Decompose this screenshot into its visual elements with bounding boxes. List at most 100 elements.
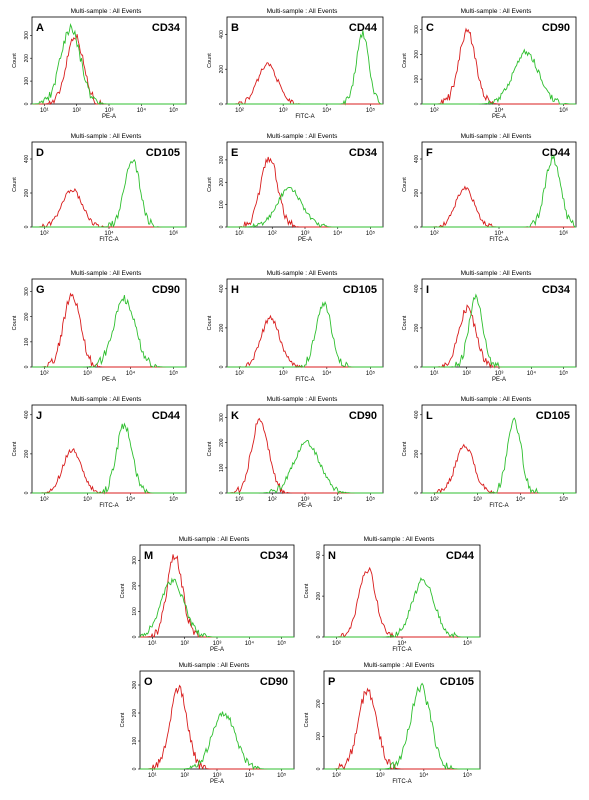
histogram-panel-c: Multi-sample : All Events C CD90 Count 0 100 2… xyxy=(402,8,577,120)
panel-letter: O xyxy=(144,676,153,688)
y-tick-label: 200 xyxy=(414,189,420,198)
x-tick-label: 10⁴ xyxy=(137,107,147,114)
x-tick-label: 10⁵ xyxy=(366,496,376,503)
marker-histogram xyxy=(422,154,576,228)
marker-label: CD34 xyxy=(152,22,181,34)
panel-subtitle: Multi-sample : All Events xyxy=(364,536,436,543)
y-tick-label: 300 xyxy=(132,681,138,690)
marker-label: CD44 xyxy=(542,147,571,159)
x-tick-label: 10¹ xyxy=(148,773,157,779)
x-tick-label: 10⁴ xyxy=(333,496,343,503)
histogram-panel-h: Multi-sample : All Events H CD105 Count 0 200… xyxy=(207,270,384,383)
y-axis-label: Count xyxy=(207,53,213,68)
x-tick-label: 10⁶ xyxy=(559,230,569,237)
panel-letter: B xyxy=(231,22,239,34)
x-tick-label: 10² xyxy=(40,497,49,503)
isotype-control-histogram xyxy=(324,687,480,771)
x-tick-label: 10⁵ xyxy=(559,496,569,503)
y-axis-label: Count xyxy=(12,53,18,68)
y-tick-label: 0 xyxy=(219,225,225,228)
y-tick-label: 0 xyxy=(132,635,138,638)
panel-subtitle: Multi-sample : All Events xyxy=(461,8,533,15)
panel-letter: A xyxy=(36,22,44,34)
y-tick-label: 0 xyxy=(219,102,225,105)
marker-label: CD44 xyxy=(152,410,181,422)
histogram-panel-p: Multi-sample : All Events P CD105 Count 0 100… xyxy=(304,662,481,785)
histogram-panel-b: Multi-sample : All Events B CD44 Count 0 200 4… xyxy=(207,8,384,120)
x-tick-label: 10⁴ xyxy=(527,370,537,377)
x-tick-label: 10⁵ xyxy=(169,496,179,503)
panel-letter: I xyxy=(426,284,429,296)
marker-histogram xyxy=(422,48,576,105)
y-tick-label: 200 xyxy=(219,323,225,332)
x-tick-label: 10² xyxy=(430,497,439,503)
x-tick-label: 10² xyxy=(72,108,81,114)
histogram-panel-m: Multi-sample : All Events M CD34 Count 0 100 2… xyxy=(120,536,295,653)
y-axis-label: Count xyxy=(120,583,126,598)
y-axis-label: Count xyxy=(12,315,18,330)
panel-letter: D xyxy=(36,147,44,159)
y-tick-label: 200 xyxy=(24,312,30,321)
y-tick-label: 400 xyxy=(219,30,225,39)
y-tick-label: 0 xyxy=(414,225,420,228)
x-axis-label: PE-A xyxy=(298,503,312,509)
x-tick-label: 10² xyxy=(40,231,49,237)
x-tick-label: 10² xyxy=(235,108,244,114)
y-tick-label: 0 xyxy=(414,491,420,494)
y-tick-label: 0 xyxy=(316,635,322,638)
x-tick-label: 10⁵ xyxy=(366,107,376,114)
y-tick-label: 0 xyxy=(24,491,30,494)
y-tick-label: 0 xyxy=(24,365,30,368)
x-tick-label: 10³ xyxy=(301,497,310,503)
y-tick-label: 0 xyxy=(219,491,225,494)
x-axis-label: FITC-A xyxy=(392,779,411,785)
x-tick-label: 10⁵ xyxy=(366,370,376,377)
y-tick-label: 200 xyxy=(219,438,225,447)
x-tick-label: 10⁶ xyxy=(463,640,473,647)
marker-label: CD90 xyxy=(260,676,288,688)
isotype-control-histogram xyxy=(227,314,383,368)
panel-letter: E xyxy=(231,147,238,159)
panel-subtitle: Multi-sample : All Events xyxy=(267,8,339,15)
histogram-panel-n: Multi-sample : All Events N CD44 Count 0 200 4… xyxy=(304,536,481,653)
y-tick-label: 100 xyxy=(24,337,30,346)
x-tick-label: 10⁴ xyxy=(126,496,136,503)
y-tick-label: 200 xyxy=(316,699,322,708)
x-axis-label: PE-A xyxy=(102,114,116,120)
isotype-control-histogram xyxy=(32,188,186,228)
x-axis-label: PE-A xyxy=(210,647,224,653)
y-tick-label: 200 xyxy=(316,592,322,601)
isotype-control-histogram xyxy=(32,34,186,105)
histogram-panel-o: Multi-sample : All Events O CD90 Count 0 100 2… xyxy=(120,662,295,785)
histogram-panel-a: Multi-sample : All Events A CD34 Count 0 100 2… xyxy=(12,8,187,120)
marker-label: CD105 xyxy=(146,147,180,159)
x-tick-label: 10⁴ xyxy=(494,107,504,114)
x-tick-label: 10³ xyxy=(213,773,222,779)
histogram-panel-j: Multi-sample : All Events J CD44 Count 0 200 4… xyxy=(12,396,187,509)
y-axis-label: Count xyxy=(402,177,408,192)
x-tick-label: 10² xyxy=(180,773,189,779)
x-axis-label: PE-A xyxy=(298,237,312,243)
panel-subtitle: Multi-sample : All Events xyxy=(461,270,533,277)
x-tick-label: 10³ xyxy=(376,773,385,779)
x-tick-label: 10⁵ xyxy=(366,230,376,237)
marker-label: CD44 xyxy=(446,550,475,562)
x-tick-label: 10³ xyxy=(213,641,222,647)
x-axis-label: FITC-A xyxy=(295,114,314,120)
y-tick-label: 300 xyxy=(24,287,30,296)
x-tick-label: 10⁴ xyxy=(333,230,343,237)
y-tick-label: 200 xyxy=(414,50,420,59)
x-axis-label: FITC-A xyxy=(99,237,118,243)
isotype-control-histogram xyxy=(422,185,576,228)
x-tick-label: 10⁵ xyxy=(277,772,287,779)
y-axis-label: Count xyxy=(207,315,213,330)
marker-histogram xyxy=(227,439,383,495)
y-axis-label: Count xyxy=(207,177,213,192)
marker-label: CD34 xyxy=(349,147,378,159)
y-axis-label: Count xyxy=(120,712,126,727)
y-tick-label: 200 xyxy=(414,323,420,332)
isotype-control-histogram xyxy=(226,417,383,495)
y-tick-label: 0 xyxy=(414,365,420,368)
panel-letter: K xyxy=(231,410,239,422)
marker-histogram xyxy=(227,301,383,368)
